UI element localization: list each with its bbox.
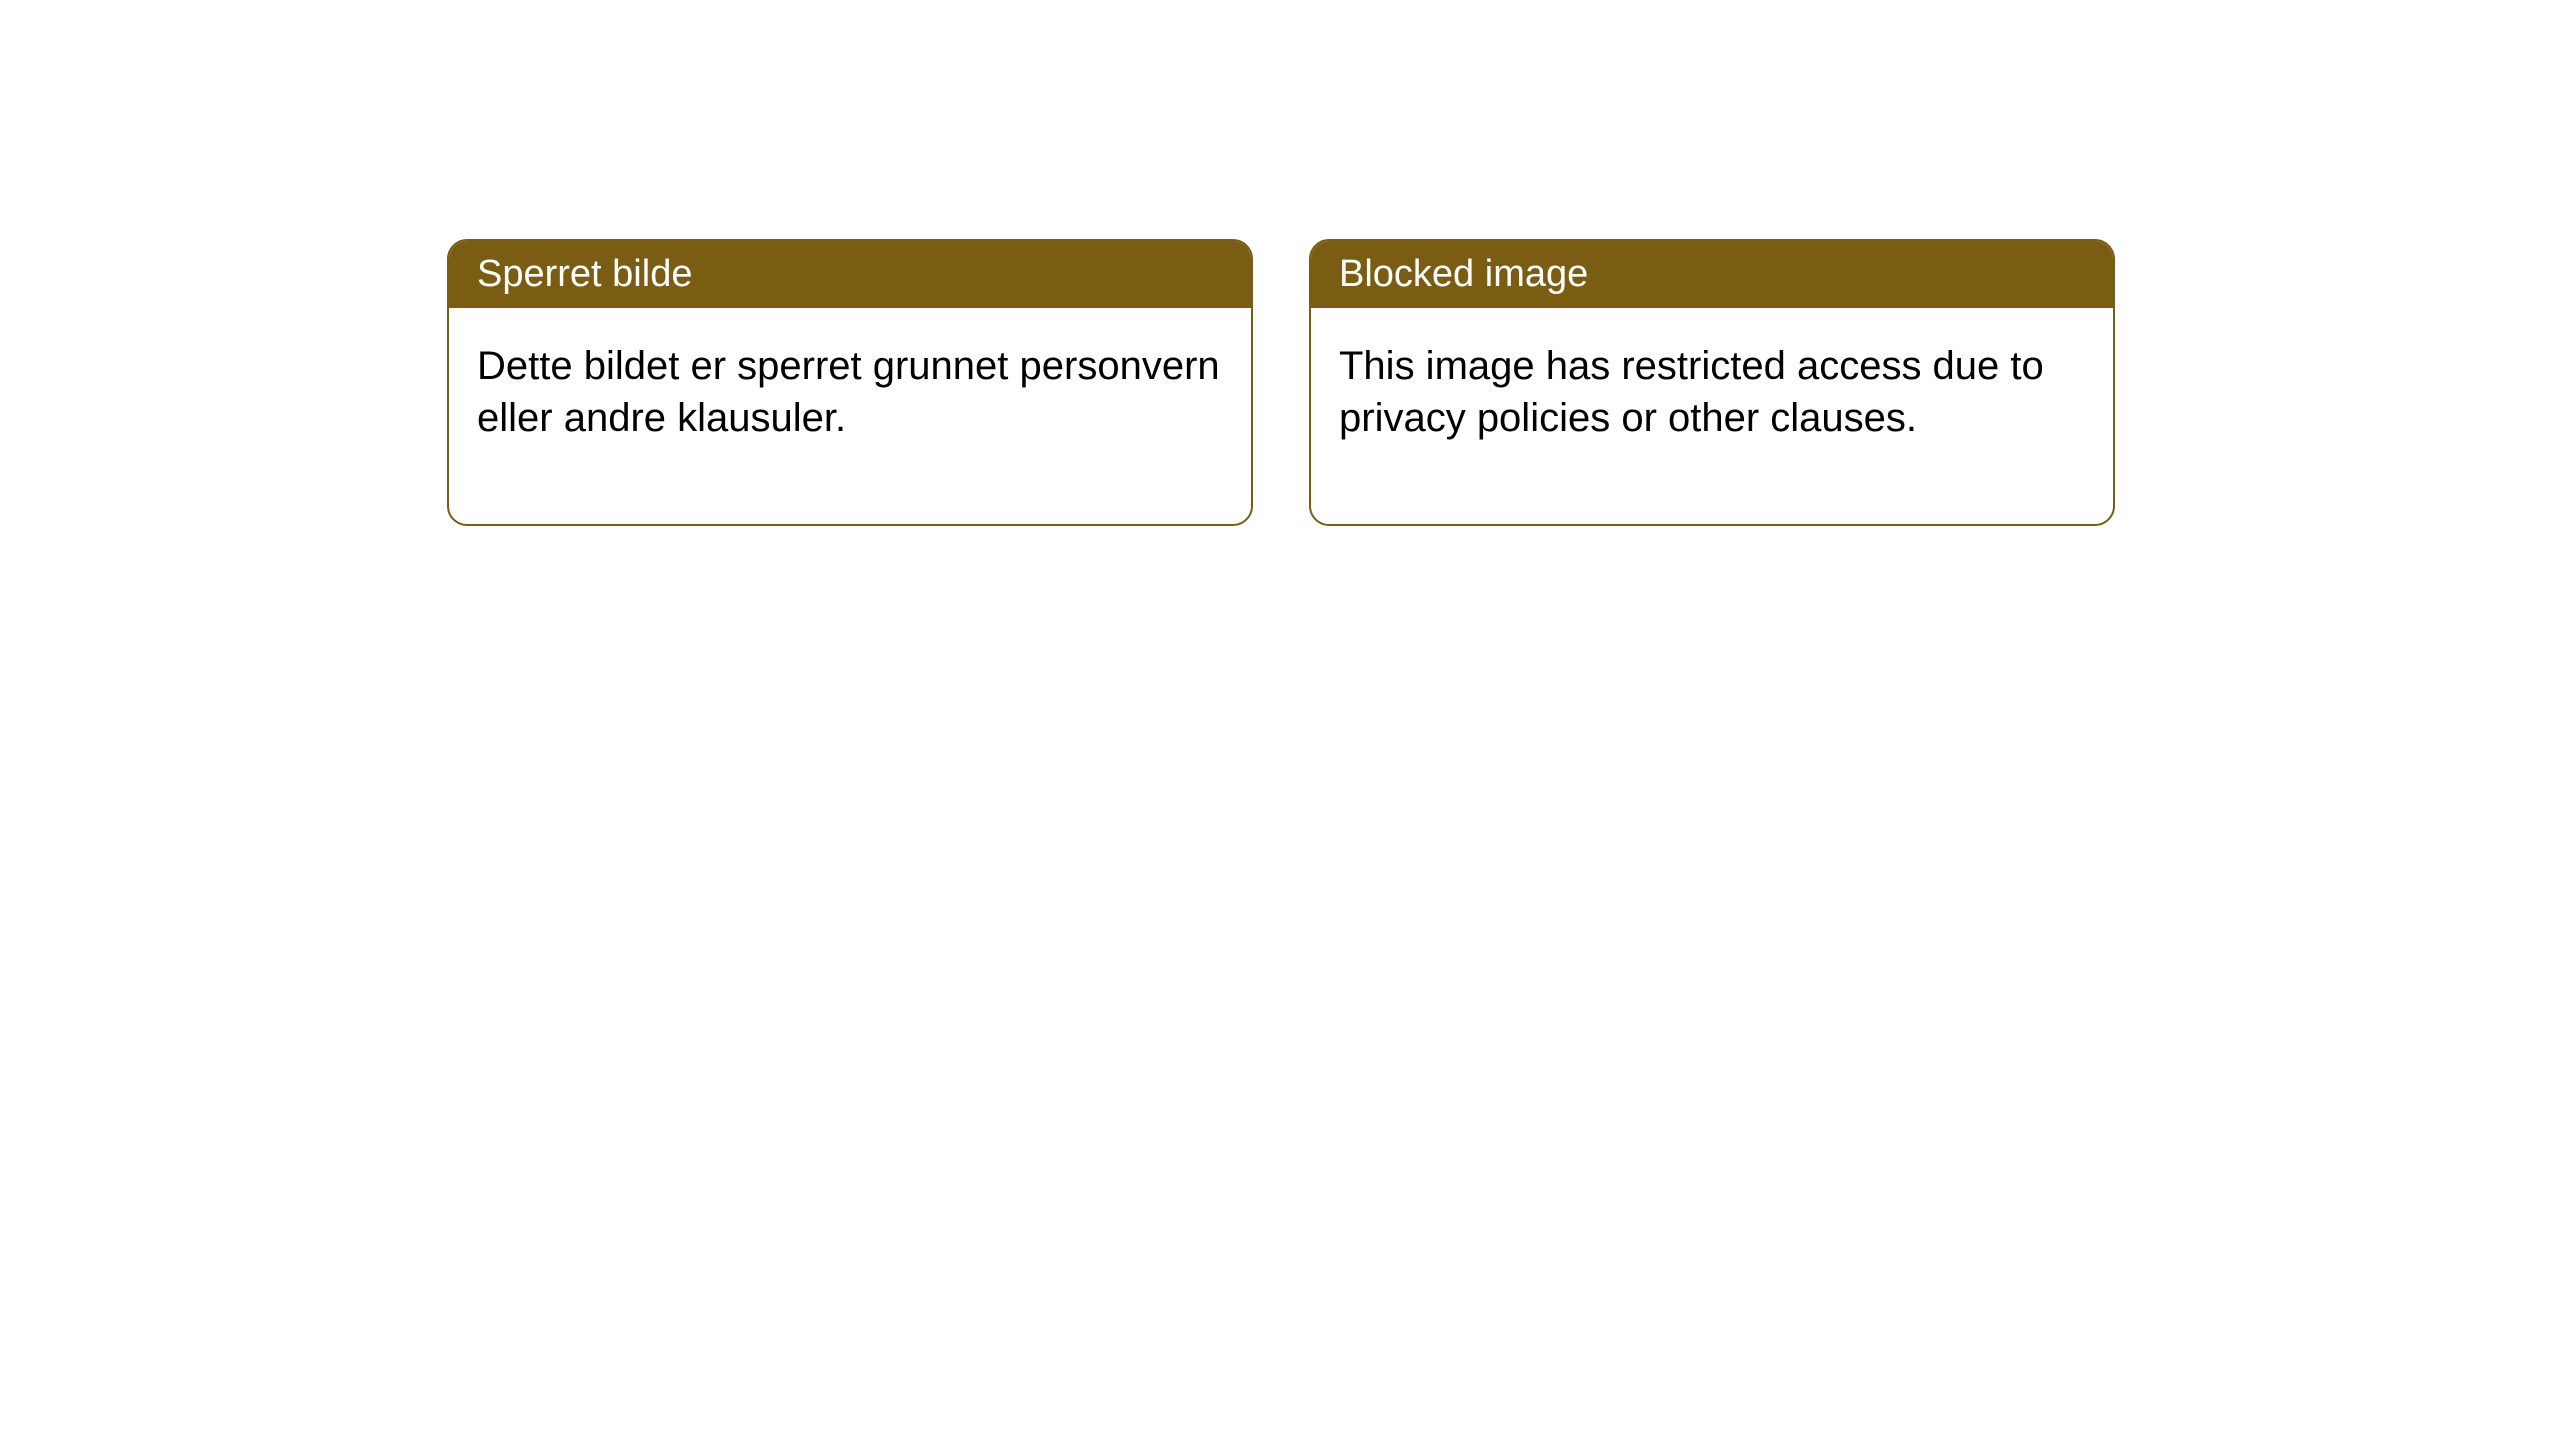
card-body: Dette bildet er sperret grunnet personve… [449, 308, 1251, 524]
notice-card-norwegian: Sperret bilde Dette bildet er sperret gr… [447, 239, 1253, 526]
notice-card-english: Blocked image This image has restricted … [1309, 239, 2115, 526]
card-header: Blocked image [1311, 241, 2113, 308]
card-body: This image has restricted access due to … [1311, 308, 2113, 524]
card-title: Blocked image [1339, 253, 1588, 295]
card-title: Sperret bilde [477, 253, 692, 295]
card-body-text: Dette bildet er sperret grunnet personve… [477, 344, 1220, 440]
notice-container: Sperret bilde Dette bildet er sperret gr… [447, 239, 2115, 526]
card-body-text: This image has restricted access due to … [1339, 344, 2044, 440]
card-header: Sperret bilde [449, 241, 1251, 308]
